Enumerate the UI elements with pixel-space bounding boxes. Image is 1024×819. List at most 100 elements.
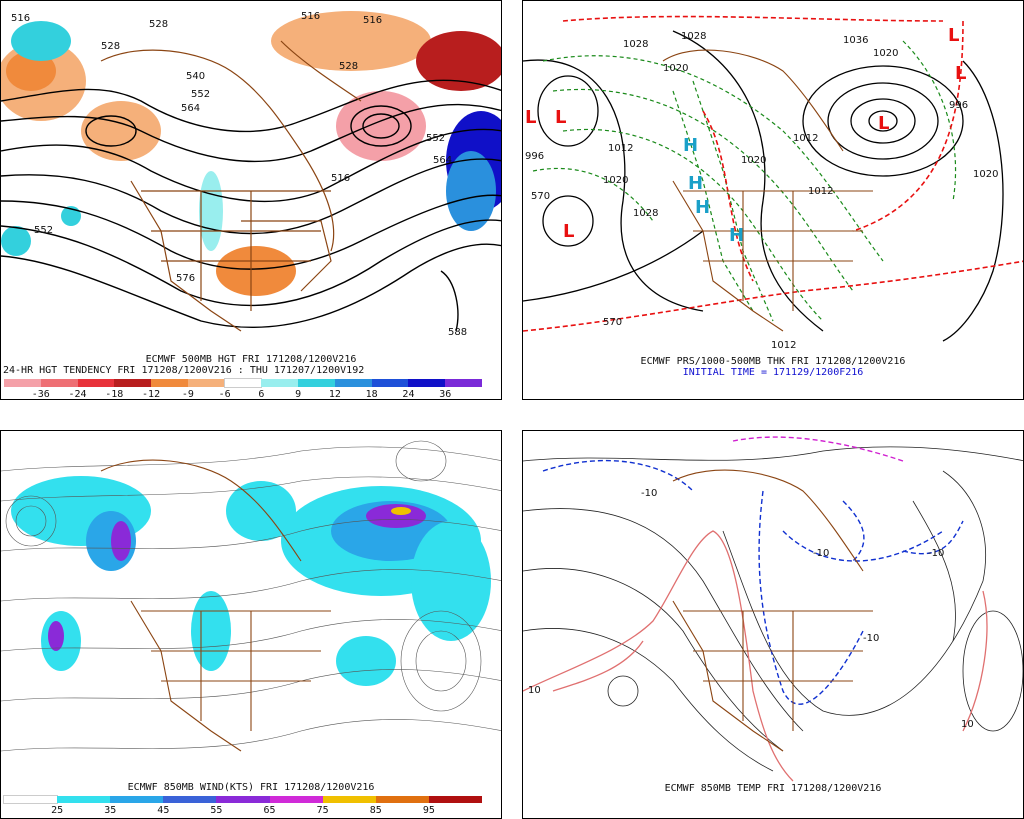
colorbar-tick-label: 36	[439, 389, 452, 400]
map-850mb-temp: -10 -10 -10 -10 10 10	[523, 436, 1023, 782]
svg-text:L: L	[555, 107, 566, 128]
colorbar-tick-label: -18	[105, 389, 124, 400]
wind850-colorbar	[2, 795, 482, 804]
temp-contours-warm	[523, 530, 988, 782]
colorbar-tick-label: -12	[142, 389, 161, 400]
svg-text:996: 996	[949, 100, 968, 111]
coastlines	[100, 459, 331, 752]
svg-text:10: 10	[961, 719, 974, 730]
svg-text:516: 516	[11, 13, 30, 24]
colorbar-swatch	[261, 379, 299, 387]
svg-text:H: H	[729, 225, 744, 246]
pressure-center-labels: L L L L L L H H H H	[525, 25, 966, 246]
svg-text:528: 528	[149, 19, 168, 30]
svg-text:H: H	[695, 197, 710, 218]
colorbar-swatch	[322, 796, 376, 803]
colorbar-tick-label: 9	[295, 389, 302, 400]
colorbar-swatch	[371, 379, 409, 387]
svg-text:552: 552	[34, 225, 53, 236]
thickness-cold	[532, 40, 957, 322]
colorbar-tick-label: 24	[402, 389, 415, 400]
svg-text:552: 552	[426, 133, 445, 144]
svg-text:1020: 1020	[603, 175, 628, 186]
wind850-colorbar-ticks: 25 35 45 55 65 75 85 95	[4, 805, 482, 817]
colorbar-swatch	[57, 796, 111, 803]
map-850mb-wind	[1, 440, 501, 752]
colorbar-tick-label: 25	[51, 805, 64, 816]
prs-caption-initial-time: INITIAL TIME = 171129/1200F216	[682, 367, 864, 378]
svg-text:-10: -10	[928, 548, 944, 559]
coastlines	[662, 49, 873, 332]
svg-text:1012: 1012	[608, 143, 633, 154]
svg-text:-10: -10	[641, 488, 657, 499]
svg-text:-10: -10	[863, 633, 879, 644]
colorbar-tick-label: 18	[365, 389, 378, 400]
svg-text:10: 10	[528, 685, 541, 696]
colorbar-tick-label: -6	[218, 389, 231, 400]
svg-text:996: 996	[525, 151, 544, 162]
panel-500mb-height: 516 528 516 516 540 552 564 528 552 516 …	[0, 0, 502, 400]
svg-text:H: H	[683, 135, 698, 156]
colorbar-tick-label: 95	[422, 805, 435, 816]
svg-text:1028: 1028	[623, 39, 648, 50]
colorbar-swatch	[4, 379, 41, 387]
svg-text:516: 516	[301, 11, 320, 22]
svg-text:1012: 1012	[808, 186, 833, 197]
hgt500-colorbar-ticks: -36 -24 -18 -12 -9 -6 6 9 12 18 24 36	[4, 389, 482, 400]
svg-text:L: L	[878, 113, 889, 134]
streamlines	[1, 440, 501, 752]
svg-text:564: 564	[181, 103, 200, 114]
svg-text:570: 570	[531, 191, 550, 202]
hgt500-caption-title: ECMWF 500MB HGT FRI 171208/1200V216	[145, 354, 357, 365]
temp-contours-neutral	[523, 446, 1023, 772]
svg-text:L: L	[563, 221, 574, 242]
temp-contour-labels: -10 -10 -10 -10 10 10	[528, 488, 974, 730]
svg-text:-10: -10	[813, 548, 829, 559]
isobar-labels: 1028 1028 1020 1020 1012 1028 1020 1036 …	[525, 31, 998, 351]
svg-text:L: L	[948, 25, 959, 46]
panel-850mb-temp: -10 -10 -10 -10 10 10 ECMWF 850MB TEMP F…	[522, 430, 1024, 819]
coastlines	[100, 40, 362, 332]
isobars	[523, 30, 1004, 342]
colorbar-tick-label: -36	[31, 389, 50, 400]
colorbar-swatch	[2, 795, 59, 804]
svg-text:1020: 1020	[973, 169, 998, 180]
colorbar-swatch	[114, 379, 152, 387]
colorbar-swatch	[40, 379, 78, 387]
colorbar-tick-label: 12	[328, 389, 341, 400]
svg-text:1020: 1020	[873, 48, 898, 59]
colorbar-swatch	[163, 796, 217, 803]
thickness-warm	[523, 15, 1023, 332]
colorbar-swatch	[375, 796, 429, 803]
colorbar-tick-label: 65	[263, 805, 276, 816]
colorbar-swatch	[445, 379, 482, 387]
map-pressure-thickness: L L L L L L H H H H 1028 1028 1020 1020 …	[523, 15, 1023, 351]
colorbar-swatch	[151, 379, 188, 387]
temp-contours-cold	[542, 459, 964, 705]
colorbar-swatch	[334, 379, 372, 387]
hgt500-caption-tendency: 24-HR HGT TENDENCY FRI 171208/1200V216 :…	[3, 365, 365, 376]
svg-text:516: 516	[331, 173, 350, 184]
colorbar-tick-label: 6	[258, 389, 265, 400]
svg-text:528: 528	[339, 61, 358, 72]
svg-text:1028: 1028	[681, 31, 706, 42]
temp-contours-very-cold	[732, 436, 904, 462]
colorbar-tick-label: 45	[157, 805, 170, 816]
temp850-caption-title: ECMWF 850MB TEMP FRI 171208/1200V216	[664, 783, 882, 794]
svg-text:516: 516	[363, 15, 382, 26]
svg-text:1020: 1020	[741, 155, 766, 166]
svg-text:1028: 1028	[633, 208, 658, 219]
colorbar-swatch	[187, 379, 225, 387]
wind-speed-fill	[11, 476, 491, 686]
colorbar-tick-label: 75	[316, 805, 329, 816]
colorbar-swatch	[298, 379, 335, 387]
svg-text:570: 570	[603, 317, 622, 328]
svg-text:564: 564	[433, 155, 452, 166]
colorbar-tick-label: 85	[369, 805, 382, 816]
height-contours	[1, 79, 501, 332]
colorbar-tick-label: 55	[210, 805, 223, 816]
prs-caption-title: ECMWF PRS/1000-500MB THK FRI 171208/1200…	[640, 356, 906, 367]
colorbar-tick-label: -24	[68, 389, 87, 400]
svg-text:1020: 1020	[663, 63, 688, 74]
colorbar-swatch	[216, 796, 270, 803]
